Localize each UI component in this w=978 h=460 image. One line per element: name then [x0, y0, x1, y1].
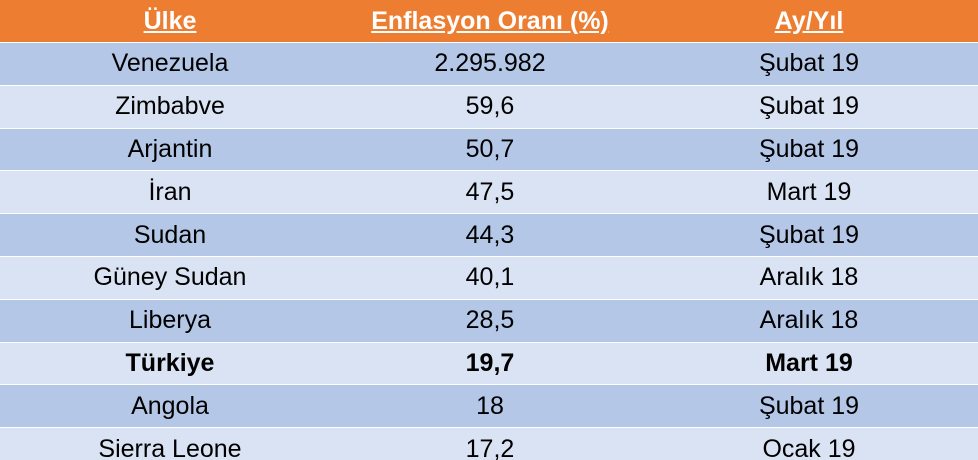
- table-header: Ülke Enflasyon Oranı (%) Ay/Yıl: [0, 0, 978, 43]
- table-cell: Arjantin: [0, 127, 340, 171]
- table-cell: 19,7: [340, 341, 640, 385]
- table-cell: 2.295.982: [340, 42, 640, 86]
- table-cell: Şubat 19: [640, 42, 978, 86]
- table-cell: Şubat 19: [640, 213, 978, 257]
- table-cell: 28,5: [340, 298, 640, 343]
- header-row: Ülke Enflasyon Oranı (%) Ay/Yıl: [0, 0, 978, 43]
- table-cell: Aralık 18: [640, 298, 978, 343]
- table-cell: Mart 19: [640, 341, 978, 385]
- table-cell: Aralık 18: [640, 255, 978, 300]
- table-cell: Şubat 19: [640, 384, 978, 428]
- table-cell: 47,5: [340, 170, 640, 214]
- table-row: Güney Sudan 40,1 Aralık 18: [0, 255, 978, 300]
- header-cell: Ülke: [0, 0, 340, 43]
- header-cell: Ay/Yıl: [640, 0, 978, 43]
- table-row: Venezuela 2.295.982 Şubat 19: [0, 42, 978, 86]
- table-cell: Zimbabve: [0, 84, 340, 129]
- table-cell: Şubat 19: [640, 127, 978, 171]
- table-cell: 17,2: [340, 427, 640, 460]
- table-row: Arjantin 50,7 Şubat 19: [0, 127, 978, 171]
- table-cell: Güney Sudan: [0, 255, 340, 300]
- table-cell: 44,3: [340, 213, 640, 257]
- table-cell: Sierra Leone: [0, 427, 340, 460]
- table-row: Türkiye 19,7 Mart 19: [0, 341, 978, 385]
- table-row: İran 47,5 Mart 19: [0, 170, 978, 214]
- table-cell: 59,6: [340, 84, 640, 129]
- table-cell: Türkiye: [0, 341, 340, 385]
- table-body: Venezuela 2.295.982 Şubat 19 Zimbabve 59,6 Şu…: [0, 42, 978, 460]
- table-cell: Mart 19: [640, 170, 978, 214]
- table-cell: Venezuela: [0, 42, 340, 86]
- header-cell: Enflasyon Oranı (%): [340, 0, 640, 43]
- table-cell: Angola: [0, 384, 340, 428]
- table-cell: 40,1: [340, 255, 640, 300]
- table-row: Angola 18 Şubat 19: [0, 384, 978, 428]
- table-row: Sierra Leone 17,2 Ocak 19: [0, 427, 978, 460]
- table-cell: Ocak 19: [640, 427, 978, 460]
- table-row: Liberya 28,5 Aralık 18: [0, 298, 978, 343]
- table-cell: Liberya: [0, 298, 340, 343]
- table-cell: 50,7: [340, 127, 640, 171]
- table-row: Sudan 44,3 Şubat 19: [0, 213, 978, 257]
- table-cell: 18: [340, 384, 640, 428]
- table-cell: Şubat 19: [640, 84, 978, 129]
- table-cell: Sudan: [0, 213, 340, 257]
- table-row: Zimbabve 59,6 Şubat 19: [0, 84, 978, 129]
- table-cell: İran: [0, 170, 340, 214]
